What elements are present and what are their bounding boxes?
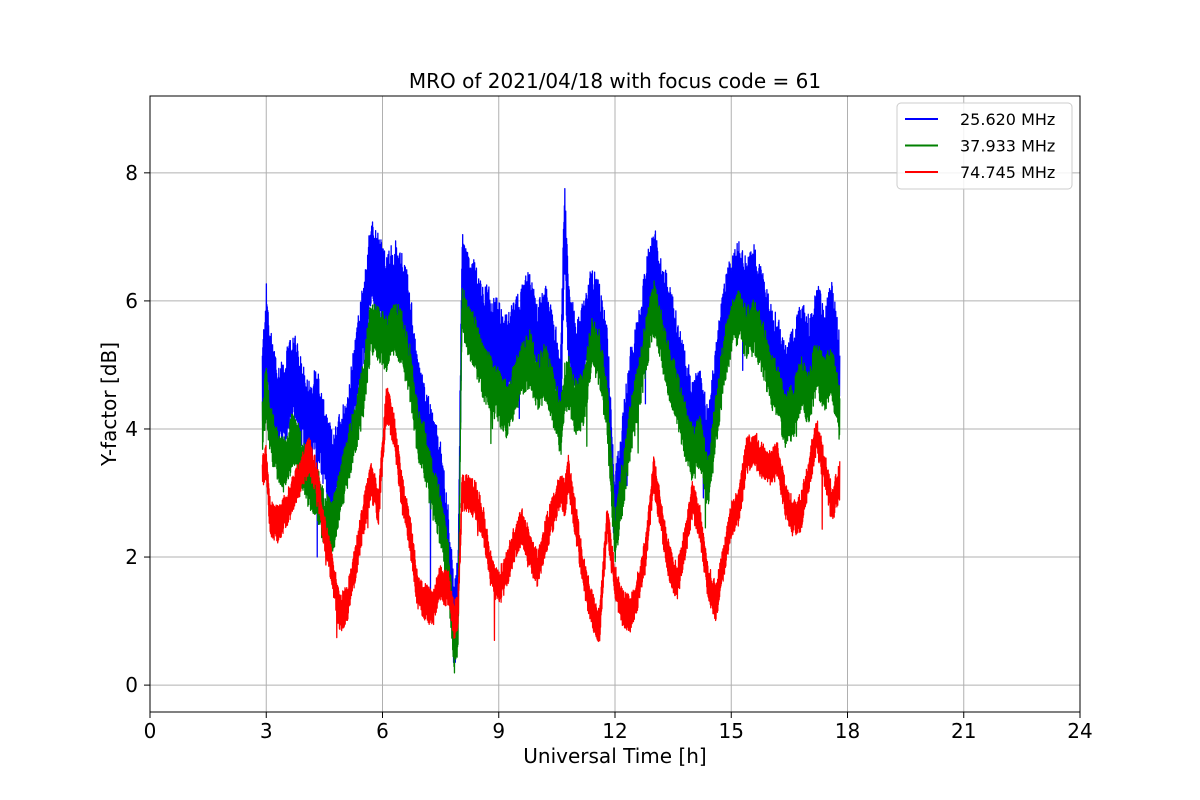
x-tick-label: 18	[835, 719, 860, 743]
y-tick-label: 2	[125, 545, 138, 569]
legend-label: 37.933 MHz	[960, 137, 1055, 156]
y-axis-label: Y-factor [dB]	[97, 342, 121, 467]
chart-title: MRO of 2021/04/18 with focus code = 61	[409, 69, 821, 93]
x-tick-label: 0	[144, 719, 157, 743]
series-line-3	[261, 387, 841, 643]
x-tick-label: 24	[1067, 719, 1092, 743]
x-tick-label: 3	[260, 719, 273, 743]
y-axis: 0 2 4 6 8	[125, 161, 150, 697]
x-tick-label: 15	[719, 719, 744, 743]
y-tick-label: 8	[125, 161, 138, 185]
legend: 25.620 MHz 37.933 MHz 74.745 MHz	[896, 102, 1073, 190]
x-axis-label: Universal Time [h]	[523, 744, 706, 768]
legend-box	[896, 102, 1073, 190]
legend-label: 25.620 MHz	[960, 110, 1055, 129]
x-tick-label: 6	[376, 719, 389, 743]
series-layer	[261, 188, 841, 674]
legend-label: 74.745 MHz	[960, 163, 1055, 182]
y-tick-label: 4	[125, 417, 138, 441]
x-tick-label: 21	[951, 719, 976, 743]
y-tick-label: 0	[125, 673, 138, 697]
x-tick-label: 9	[492, 719, 505, 743]
series-line-2	[261, 280, 841, 674]
series-line-1	[261, 188, 841, 664]
x-tick-label: 12	[602, 719, 627, 743]
y-tick-label: 6	[125, 289, 138, 313]
x-axis: 0 3 6 9 12 15 18 21 24	[144, 712, 1093, 743]
